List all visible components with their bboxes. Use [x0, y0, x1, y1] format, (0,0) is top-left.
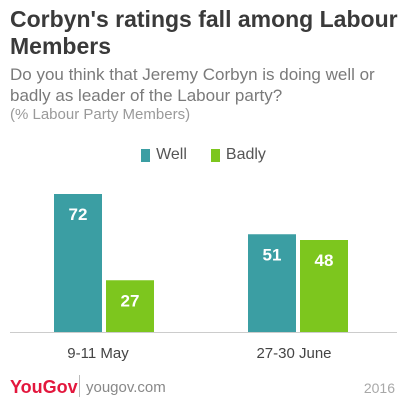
footer-site: yougov.com	[86, 379, 166, 396]
legend-item-badly: Badly	[210, 146, 266, 164]
chart-subtitle: Do you think that Jeremy Corbyn is doing…	[10, 65, 375, 105]
data-label-well-1: 51	[263, 245, 282, 264]
legend-label-badly: Badly	[225, 146, 266, 163]
bar-badly-1	[300, 240, 348, 332]
category-label-0: 9-11 May	[67, 345, 129, 362]
legend-item-well: Well	[141, 146, 187, 164]
footer-divider	[79, 375, 80, 397]
data-label-badly-1: 48	[315, 251, 334, 270]
category-label-1: 27-30 June	[256, 345, 331, 362]
data-label-well-0: 72	[69, 205, 88, 224]
data-label-badly-0: 27	[121, 291, 140, 310]
bar-well-1	[248, 234, 296, 332]
footer-year: 2016	[363, 380, 395, 396]
yougov-logo: YouGov	[10, 377, 78, 397]
legend: Well Badly	[0, 146, 407, 164]
bar-well-0	[54, 194, 102, 332]
chart-title: Corbyn's ratings fall among Labour Membe…	[10, 6, 398, 59]
legend-swatch-badly	[210, 148, 220, 162]
legend-swatch-well	[141, 148, 151, 162]
bar-badly-0	[106, 280, 154, 332]
legend-label-well: Well	[156, 146, 187, 163]
chart-note: (% Labour Party Members)	[10, 106, 191, 123]
